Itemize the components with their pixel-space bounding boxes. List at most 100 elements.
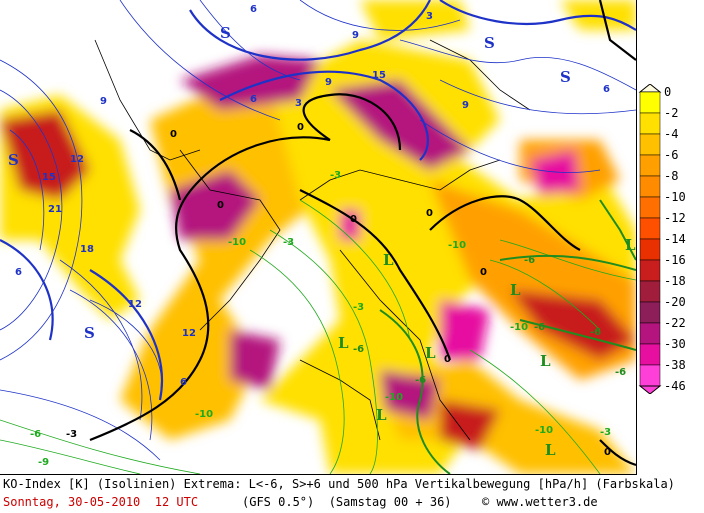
label-blue: 6 <box>603 84 610 95</box>
scale-label: -18 <box>664 274 686 288</box>
high-marker: S <box>84 324 95 342</box>
low-marker: L <box>338 334 349 352</box>
label-green: -10 <box>510 322 528 333</box>
scale-swatch <box>639 259 661 282</box>
label-blue: 3 <box>426 11 433 22</box>
label-blue: 15 <box>372 70 386 81</box>
scale-label: -8 <box>664 169 679 183</box>
caption-title: KO-Index [K] (Isolinien) Extrema: L<-6, … <box>3 477 675 491</box>
coastlines <box>94 39 531 441</box>
scale-label: -12 <box>664 211 686 225</box>
map-plot: 6 6 9 9 12 12 15 18 21 3 3 6 12 15 9 6 6… <box>0 0 637 475</box>
label-green: -10 <box>385 392 403 403</box>
label-black: 0 <box>426 208 433 219</box>
extrema-markers: S S S S S L L L L L L L L <box>8 24 636 459</box>
scale-label: -2 <box>664 106 679 120</box>
scale-swatch <box>639 91 661 114</box>
scale-swatch <box>639 217 661 240</box>
scale-swatch <box>639 364 661 387</box>
label-blue: 3 <box>295 98 302 109</box>
label-black: 0 <box>170 129 177 140</box>
scale-swatch <box>639 301 661 324</box>
scale-swatch <box>639 280 661 303</box>
label-green: -6 <box>615 367 626 378</box>
label-green: -10 <box>448 240 466 251</box>
green-isolines <box>0 199 636 474</box>
scale-label: -46 <box>664 379 686 393</box>
label-blue: 6 <box>250 94 257 105</box>
high-marker: S <box>8 151 19 169</box>
label-green: -3 <box>353 302 364 313</box>
scale-label: -4 <box>664 127 679 141</box>
label-green: -6 <box>524 255 535 266</box>
label-blue: 21 <box>48 204 62 215</box>
label-green: -6 <box>415 375 426 386</box>
label-blue: 6 <box>250 4 257 15</box>
low-marker: L <box>376 406 387 424</box>
caption-date: Sonntag, 30-05-2010 12 UTC <box>3 495 199 509</box>
low-marker: L <box>625 236 636 254</box>
ko-index-map: 6 6 9 9 12 12 15 18 21 3 3 6 12 15 9 6 6… <box>0 0 636 474</box>
label-blue: 6 <box>180 377 187 388</box>
label-green: -6 <box>30 429 41 440</box>
caption-model: (GFS 0.5°) (Samstag 00 + 36) <box>242 495 452 509</box>
scale-label: -6 <box>664 148 679 162</box>
label-blue: 12 <box>70 154 84 165</box>
scale-label: -16 <box>664 253 686 267</box>
scale-label: -22 <box>664 316 686 330</box>
high-marker: S <box>220 24 231 42</box>
low-marker: L <box>383 251 394 269</box>
label-black: 0 <box>480 267 487 278</box>
zero-isolines <box>89 0 636 467</box>
blue-thick-isolines <box>0 0 636 401</box>
low-marker: L <box>540 352 551 370</box>
scale-label: -38 <box>664 358 686 372</box>
scale-swatch <box>639 196 661 219</box>
label-blue: 6 <box>15 267 22 278</box>
scale-swatch <box>639 112 661 135</box>
green-thick-isolines <box>379 199 636 474</box>
color-scale-bar <box>638 84 662 394</box>
low-marker: L <box>545 441 556 459</box>
scale-cap-bottom <box>638 385 662 394</box>
scale-swatch <box>639 133 661 156</box>
scale-label: -30 <box>664 337 686 351</box>
low-marker: L <box>425 344 436 362</box>
label-blue: 12 <box>128 299 142 310</box>
label-blue: 12 <box>182 328 196 339</box>
label-blue: 9 <box>352 30 359 41</box>
scale-swatch <box>639 343 661 366</box>
scale-swatch <box>639 154 661 177</box>
color-scale: 0 -2 -4 -6 -8 -10 -12 -14 -16 -18 -20 -22 -30 -38 -46 <box>636 84 704 394</box>
label-green: -10 <box>535 425 553 436</box>
scale-label: -10 <box>664 190 686 204</box>
label-black: 0 <box>604 447 611 458</box>
label-green: -6 <box>590 327 601 338</box>
label-black: 0 <box>217 200 224 211</box>
label-blue: 9 <box>100 96 107 107</box>
caption-credit: © www.wetter3.de <box>482 495 598 509</box>
label-blue: 15 <box>42 172 56 183</box>
label-green: -3 <box>330 170 341 181</box>
label-green: -6 <box>353 344 364 355</box>
label-green: -9 <box>38 457 49 468</box>
high-marker: S <box>560 68 571 86</box>
scale-label: 0 <box>664 85 672 99</box>
blue-isolines <box>0 0 636 461</box>
label-black: 0 <box>350 214 357 225</box>
low-marker: L <box>510 281 521 299</box>
scale-swatch <box>639 322 661 345</box>
label-blue: 18 <box>80 244 94 255</box>
scale-label: -14 <box>664 232 686 246</box>
label-green: -10 <box>228 237 246 248</box>
scale-swatch <box>639 238 661 261</box>
label-blue: 9 <box>325 77 332 88</box>
isoline-labels: 6 6 9 9 12 12 15 18 21 3 3 6 12 15 9 6 6… <box>15 4 626 468</box>
label-black: 0 <box>444 354 451 365</box>
label-green: -10 <box>195 409 213 420</box>
map-caption: KO-Index [K] (Isolinien) Extrema: L<-6, … <box>0 474 704 513</box>
label-black: -3 <box>66 429 77 440</box>
label-green: -6 <box>534 322 545 333</box>
scale-cap-top <box>638 84 662 93</box>
scale-swatch <box>639 175 661 198</box>
